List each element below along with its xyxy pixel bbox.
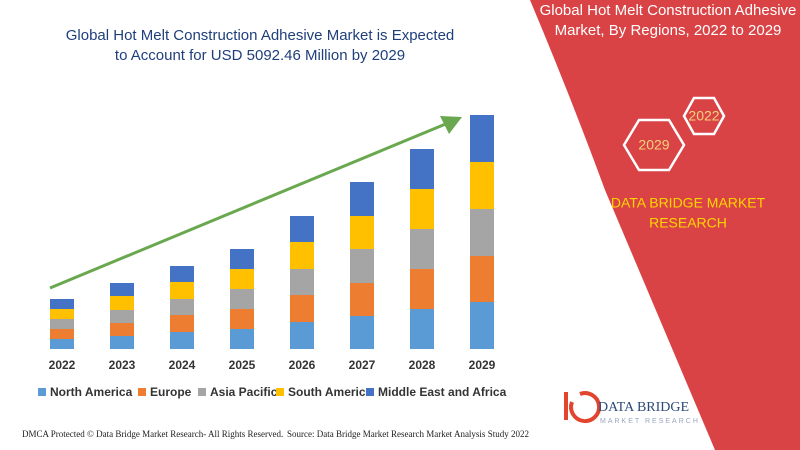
bar-segment xyxy=(50,319,74,329)
bar-segment xyxy=(410,309,434,349)
bar-segment xyxy=(410,269,434,309)
bar-segment xyxy=(230,289,254,309)
hexagon-label: 2022 xyxy=(688,108,719,124)
bar-segment xyxy=(170,315,194,332)
bar-segment xyxy=(350,182,374,216)
brand-text: RESEARCH xyxy=(649,215,727,231)
x-tick-label: 2022 xyxy=(49,358,76,372)
bar-segment xyxy=(50,299,74,309)
legend-label: Europe xyxy=(150,385,192,399)
panel-title: Market, By Regions, 2022 to 2029 xyxy=(555,22,782,39)
bar-segment xyxy=(170,266,194,282)
bar-segment xyxy=(410,149,434,189)
bar-segment xyxy=(350,249,374,283)
bar-segment xyxy=(50,339,74,349)
bar-segment xyxy=(470,209,494,256)
bar-segment xyxy=(50,329,74,339)
legend-label: South America xyxy=(288,385,373,399)
x-tick-label: 2024 xyxy=(169,358,196,372)
hexagon-label: 2029 xyxy=(638,137,669,153)
logo-icon xyxy=(564,391,602,424)
bar-segment xyxy=(170,332,194,349)
bar-segment xyxy=(470,115,494,162)
bar-segment xyxy=(410,229,434,269)
side-panel xyxy=(530,0,800,450)
hexagon xyxy=(682,96,726,136)
bar-segment xyxy=(110,296,134,310)
bar-segment xyxy=(350,316,374,349)
legend-swatch xyxy=(38,388,46,396)
bar-segment xyxy=(110,323,134,336)
bar-segment xyxy=(410,189,434,229)
legend-label: North America xyxy=(50,385,133,399)
panel-title: Global Hot Melt Construction Adhesive xyxy=(540,2,797,19)
footer-left: DMCA Protected © Data Bridge Market Rese… xyxy=(22,429,283,439)
chart: 2022 2023 2024 2025 2026 2027 2028 2029 North Am… xyxy=(38,115,507,399)
legend-swatch xyxy=(198,388,206,396)
legend-swatch xyxy=(366,388,374,396)
trend-arrow-head xyxy=(440,116,462,134)
bar-segment xyxy=(470,162,494,209)
bar-segment xyxy=(290,216,314,242)
bar-segment xyxy=(470,302,494,349)
x-tick-label: 2029 xyxy=(469,358,496,372)
bar-segment xyxy=(470,256,494,302)
bar-segment xyxy=(230,269,254,289)
legend-swatch xyxy=(276,388,284,396)
chart-title: Global Hot Melt Construction Adhesive Ma… xyxy=(66,27,455,44)
bar-segment xyxy=(290,322,314,349)
x-tick-label: 2026 xyxy=(289,358,316,372)
footer-right: Source: Data Bridge Market Research Mark… xyxy=(287,429,529,439)
bar-segment xyxy=(230,309,254,329)
chart-title: to Account for USD 5092.46 Million by 20… xyxy=(115,47,405,64)
bar-segment xyxy=(290,295,314,322)
hexagon xyxy=(622,118,686,172)
bar-segment xyxy=(110,336,134,349)
brand-text: DATA BRIDGE MARKET xyxy=(611,195,766,211)
bar-segment xyxy=(350,283,374,316)
x-tick-label: 2023 xyxy=(109,358,136,372)
bar-segment xyxy=(230,329,254,349)
bar-segment xyxy=(290,269,314,295)
legend-swatch xyxy=(138,388,146,396)
bar-segment xyxy=(110,283,134,296)
logo-name: DATA BRIDGE xyxy=(598,400,689,415)
bar-segment xyxy=(170,282,194,299)
bar-segment xyxy=(170,299,194,315)
x-tick-label: 2028 xyxy=(409,358,436,372)
bar-segment xyxy=(290,242,314,269)
bar-segment xyxy=(50,309,74,319)
bar-segment xyxy=(350,216,374,249)
bar-segment xyxy=(110,310,134,323)
x-tick-label: 2025 xyxy=(229,358,256,372)
x-tick-label: 2027 xyxy=(349,358,376,372)
legend-label: Middle East and Africa xyxy=(378,385,507,399)
logo-tagline: MARKET RESEARCH xyxy=(600,418,700,425)
trend-arrow xyxy=(49,121,449,290)
bar-segment xyxy=(230,249,254,269)
legend-label: Asia Pacific xyxy=(210,385,278,399)
